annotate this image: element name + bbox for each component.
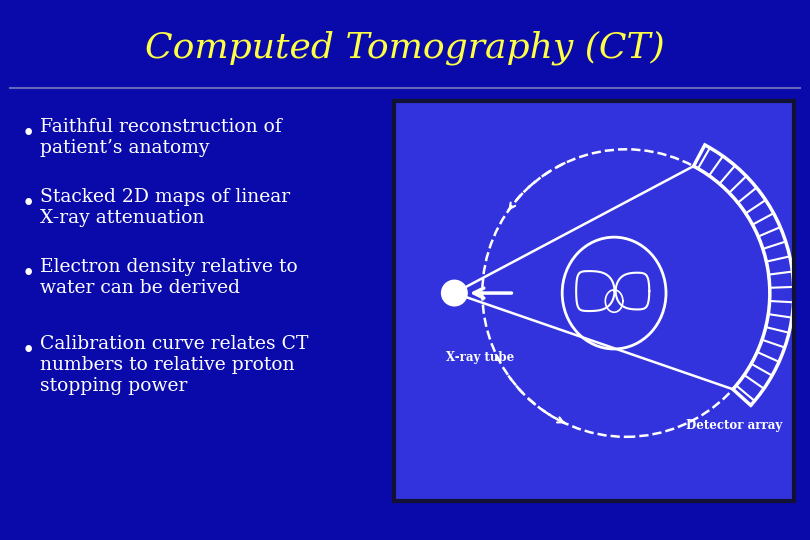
Text: •: • [22, 192, 36, 215]
Text: •: • [22, 262, 36, 285]
Text: •: • [22, 339, 36, 362]
Text: Detector array: Detector array [686, 419, 782, 432]
Text: Computed Tomography (CT): Computed Tomography (CT) [145, 31, 665, 65]
Circle shape [441, 280, 467, 306]
Text: Electron density relative to
water can be derived: Electron density relative to water can b… [40, 258, 298, 297]
Text: Calibration curve relates CT
numbers to relative proton
stopping power: Calibration curve relates CT numbers to … [40, 335, 309, 395]
Text: Stacked 2D maps of linear
X-ray attenuation: Stacked 2D maps of linear X-ray attenuat… [40, 188, 290, 227]
Text: •: • [22, 122, 36, 145]
Text: Faithful reconstruction of
patient’s anatomy: Faithful reconstruction of patient’s ana… [40, 118, 282, 157]
Text: X-ray tube: X-ray tube [446, 351, 514, 364]
